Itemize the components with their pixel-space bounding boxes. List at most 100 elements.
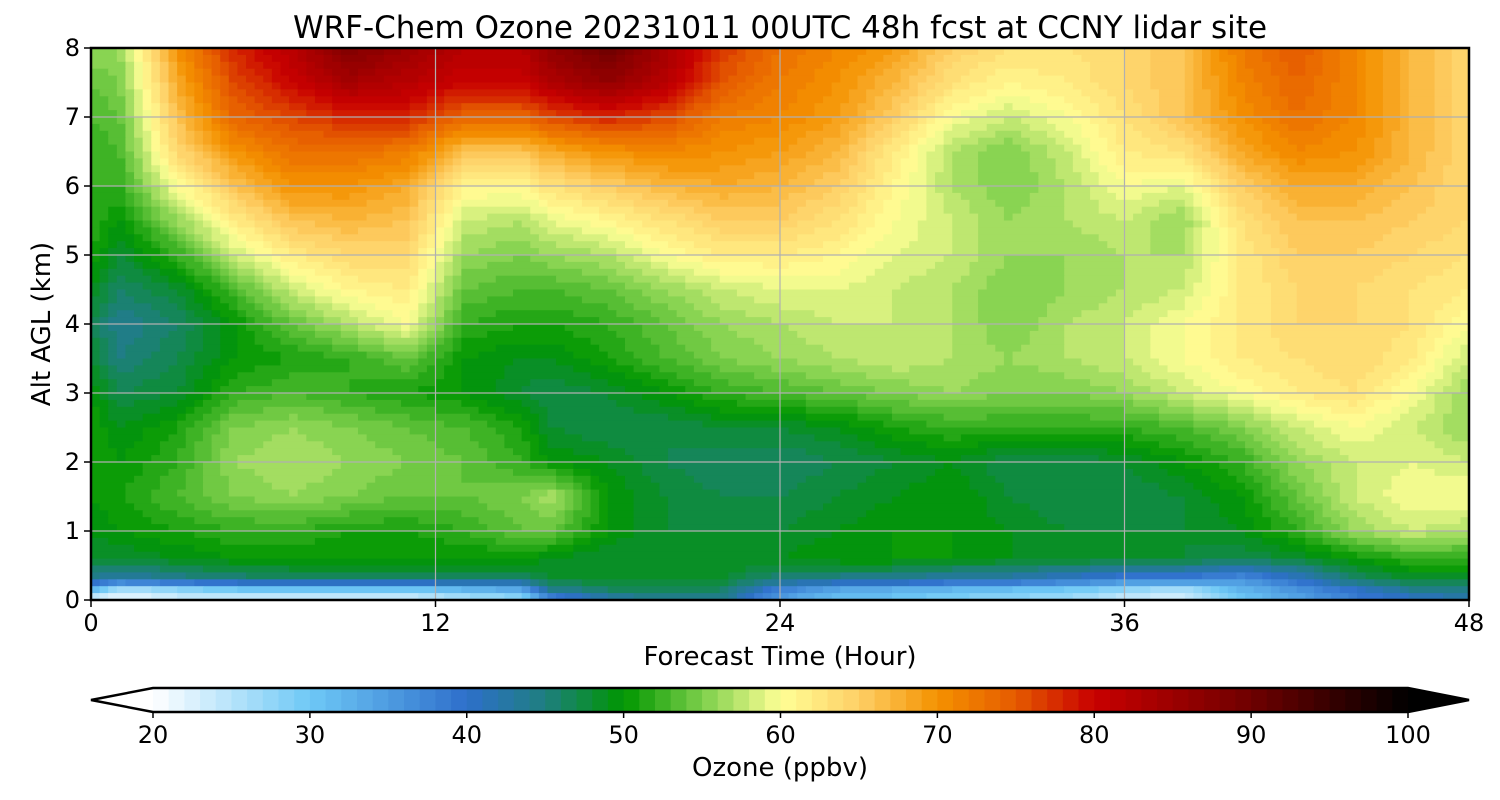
contour-cell [1245,482,1263,491]
contour-cell [426,344,437,353]
contour-cell [1288,61,1306,70]
contour-cell [159,337,187,346]
contour-cell [538,151,566,159]
contour-cell [185,427,204,435]
contour-cell [711,296,755,304]
contour-cell [289,234,333,242]
contour-cell [1382,48,1401,56]
contour-cell [228,192,239,201]
contour-cell [926,206,945,215]
contour-cell [134,227,152,235]
contour-cell [745,565,893,573]
contour-cell [1219,248,1229,256]
contour-cell [1451,96,1469,104]
contour-cell [280,337,307,346]
contour-cell [185,275,195,284]
contour-cell [538,558,841,567]
contour-cell [185,117,195,125]
contour-cell [1184,475,1212,484]
contour-cell [177,137,187,146]
contour-cell [461,330,488,339]
contour-cell [874,468,936,477]
contour-cell [375,406,437,415]
contour-cell [220,351,239,360]
contour-cell [650,234,678,242]
contour-cell [1460,379,1469,387]
contour-cell [1270,303,1298,311]
contour-cell [426,310,437,318]
contour-cell [728,75,747,84]
contour-cell [1167,489,1203,498]
contour-cell [435,158,445,166]
contour-cell [823,455,884,463]
contour-cell [530,379,566,387]
contour-cell [805,399,859,408]
contour-cell [978,317,1039,325]
contour-cell [883,144,902,153]
contour-cell [1098,130,1117,139]
contour-cell [943,89,953,97]
contour-cell [1219,510,1246,518]
contour-cell [1400,192,1436,201]
contour-cell [159,144,170,153]
contour-cell [685,89,695,97]
contour-cell [159,503,195,511]
contour-cell [607,441,841,449]
contour-cell [263,268,282,277]
contour-cell [1451,137,1469,146]
contour-cell [1382,510,1469,518]
contour-cell [228,434,273,442]
contour-cell [280,130,325,139]
contour-cell [556,468,574,477]
contour-cell [1038,68,1091,77]
contour-cell [254,158,273,166]
contour-cell [943,158,953,166]
contour-cell [444,61,531,70]
contour-cell [228,489,290,498]
contour-cell [159,344,187,353]
contour-cell [711,103,721,111]
contour-cell [452,324,462,332]
contour-cell [745,393,807,401]
contour-cell [693,399,738,408]
colorbar-tick-label: 90 [1236,721,1267,749]
contour-cell [91,75,118,84]
contour-cell [91,510,109,518]
contour-cell [452,130,540,139]
contour-cell [1451,434,1469,442]
contour-cell [659,82,669,90]
contour-cell [280,234,290,242]
contour-cell [719,165,781,173]
contour-cell [211,275,221,284]
contour-cell [99,572,152,580]
contour-cell [693,303,721,311]
contour-cell [581,130,678,139]
contour-cell [521,386,592,394]
contour-cell [624,48,635,56]
contour-cell [194,248,204,256]
contour-cell [340,462,402,470]
y-tick-label: 2 [65,448,80,476]
contour-cell [952,213,979,222]
contour-cell [1348,386,1358,394]
contour-cell [426,296,437,304]
contour-cell [461,144,523,153]
contour-cell [633,303,669,311]
contour-cell [599,317,635,325]
contour-cell [607,365,635,373]
contour-cell [1443,344,1461,353]
contour-cell [1176,123,1195,132]
contour-cell [668,448,807,456]
contour-cell [1374,503,1401,511]
contour-cell [952,89,988,97]
contour-cell [444,206,454,215]
contour-cell [831,89,850,97]
contour-cell [314,303,333,311]
contour-cell [392,420,445,429]
contour-cell [952,551,1014,560]
contour-cell [1339,496,1358,504]
contour-cell [1090,558,1203,567]
contour-cell [1124,330,1151,339]
contour-cell [1253,586,1272,594]
contour-cell [159,372,187,380]
